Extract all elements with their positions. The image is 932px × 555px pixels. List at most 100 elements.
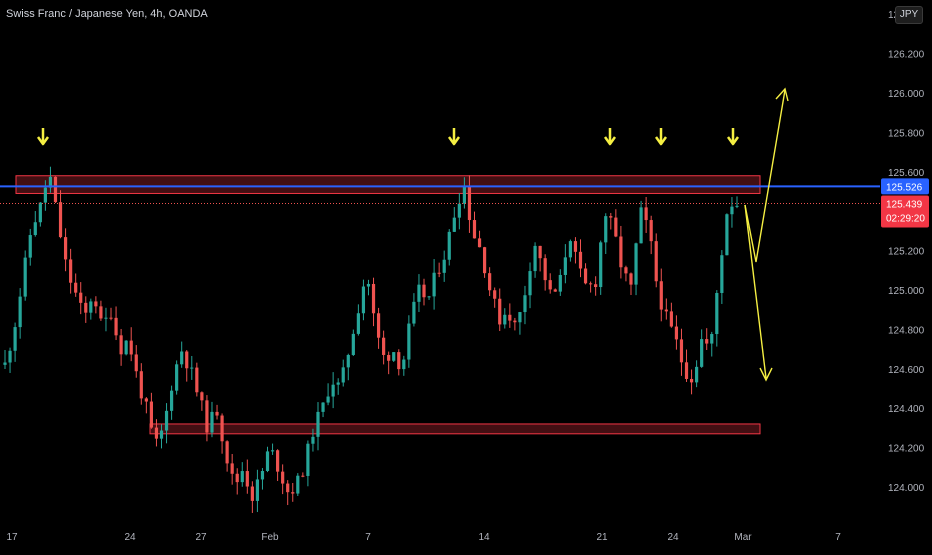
- countdown-label: 02:29:20: [886, 214, 925, 225]
- candle-body: [609, 216, 613, 218]
- candle-body: [346, 354, 350, 368]
- candle-body: [28, 235, 32, 258]
- candle-body: [169, 390, 174, 411]
- current-price-label: 125.439: [886, 200, 923, 211]
- price-tick-label: 124.200: [888, 444, 925, 455]
- down-arrow-head: [726, 136, 740, 146]
- candle-body: [164, 410, 169, 431]
- candle-body: [376, 313, 381, 338]
- candle-body: [634, 243, 638, 285]
- candle-body: [326, 396, 330, 403]
- annotations: [36, 87, 789, 382]
- price-tick-label: 125.200: [888, 247, 925, 258]
- candle-body: [13, 327, 17, 351]
- candle-body: [503, 314, 507, 325]
- candle-body: [33, 222, 37, 236]
- candle-body: [674, 326, 679, 340]
- candle-body: [175, 364, 179, 391]
- candle-body: [523, 295, 527, 313]
- time-tick-label: 7: [835, 532, 841, 543]
- candle-body: [79, 292, 83, 303]
- candle-body: [488, 273, 492, 291]
- candle-body: [477, 238, 482, 248]
- time-tick-label: 21: [596, 532, 608, 543]
- candle-body: [240, 471, 244, 483]
- candle-body: [498, 298, 502, 325]
- candle-body: [705, 339, 709, 344]
- candle-body: [558, 274, 562, 292]
- candle-body: [129, 340, 133, 355]
- candle-body: [104, 317, 108, 319]
- projection-up-path: [744, 89, 786, 263]
- candle-body: [548, 280, 552, 290]
- time-tick-label: 7: [365, 532, 371, 543]
- candle-body: [336, 382, 340, 385]
- price-tick-label-top: 12: [888, 10, 900, 21]
- candle-body: [493, 290, 497, 299]
- candle-body: [553, 289, 557, 292]
- candle-body: [482, 247, 487, 274]
- candle-body: [139, 371, 143, 399]
- candle-body: [276, 450, 280, 472]
- candle-body: [99, 306, 103, 319]
- candle-body: [149, 401, 153, 428]
- candle-body: [23, 257, 27, 297]
- price-tick-label: 125.600: [888, 168, 925, 179]
- candle-body: [306, 443, 310, 476]
- candle-body: [654, 241, 658, 282]
- projection-down-arrowhead: [759, 367, 773, 382]
- candle-body: [84, 302, 88, 313]
- down-arrow-icon: [654, 128, 668, 146]
- support-zone: [149, 423, 761, 435]
- candle-body: [452, 217, 456, 232]
- candle-body: [589, 283, 593, 285]
- candle-body: [700, 339, 704, 367]
- candle-body: [412, 301, 416, 324]
- candle-body: [215, 411, 219, 416]
- candle-body: [89, 301, 93, 313]
- candle-body: [684, 362, 689, 379]
- time-axis: 17 24 27 Feb 7 14 21 24 Mar 7: [6, 532, 841, 543]
- candle-body: [225, 441, 229, 464]
- candle-body: [417, 284, 421, 302]
- candle-body: [715, 292, 719, 335]
- candle-body: [235, 473, 239, 483]
- candle-body: [265, 451, 270, 471]
- candle-body: [38, 202, 42, 223]
- candle-body: [447, 231, 451, 260]
- candle-body: [286, 483, 290, 493]
- candle-body: [563, 257, 567, 275]
- candle-body: [730, 206, 734, 215]
- price-tick-label: 126.000: [888, 89, 925, 100]
- candle-body: [695, 366, 699, 383]
- candle-body: [583, 268, 588, 284]
- candle-body: [351, 333, 355, 355]
- candle-body: [528, 271, 532, 296]
- candle-body: [48, 176, 53, 188]
- time-tick-label: Mar: [734, 532, 752, 543]
- candle-body: [472, 220, 477, 239]
- down-arrow-head: [447, 136, 461, 146]
- candle-body: [159, 430, 164, 439]
- currency-button[interactable]: JPY: [895, 6, 923, 24]
- candle-body: [578, 251, 583, 269]
- candle-body: [18, 296, 22, 328]
- candle-body: [331, 384, 335, 397]
- candle-body: [710, 334, 714, 344]
- candle-body: [8, 350, 12, 363]
- candles: [3, 166, 739, 513]
- resistance-price-tag: [881, 178, 929, 195]
- time-tick-label: 27: [195, 532, 207, 543]
- candle-body: [427, 296, 431, 298]
- candle-body: [245, 471, 249, 487]
- price-lines: [0, 185, 880, 205]
- candle-body: [250, 486, 254, 501]
- current-price-tag: [881, 195, 929, 228]
- price-axis: 126.200 126.000 125.800 125.600 125.200 125.0…: [881, 10, 929, 494]
- candle-body: [442, 259, 446, 273]
- candle-body: [74, 282, 78, 293]
- candle-body: [639, 207, 643, 244]
- candle-body: [124, 340, 128, 355]
